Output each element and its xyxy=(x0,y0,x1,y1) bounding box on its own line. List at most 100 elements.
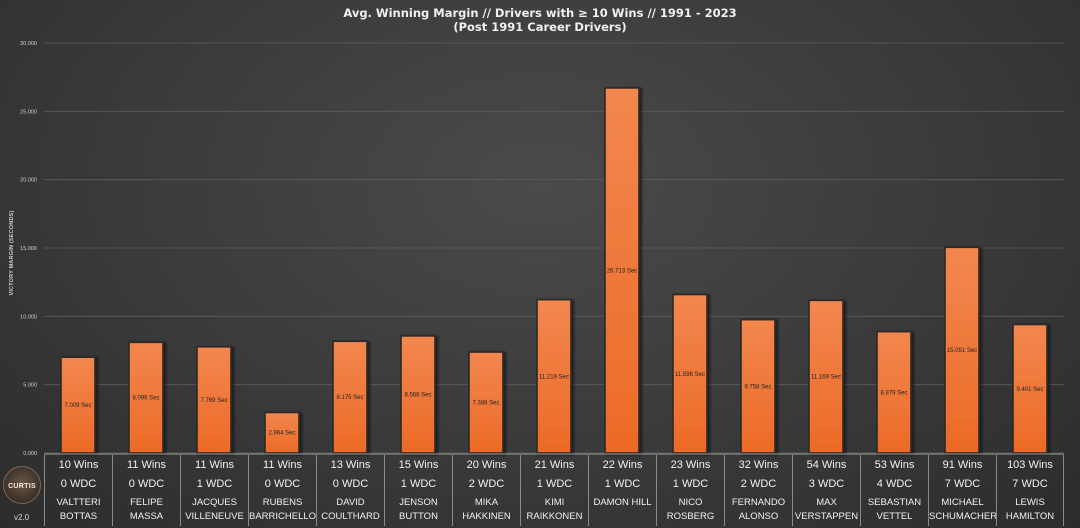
wins-count: 32 Wins xyxy=(738,459,779,471)
wins-count: 23 Wins xyxy=(670,459,711,471)
driver-name-line: Vettel xyxy=(876,511,913,522)
table-column: 11 Wins 1 WDC Jacques Villeneuve xyxy=(180,455,248,526)
bar xyxy=(60,356,96,454)
wdc-count: 0 WDC xyxy=(332,478,369,490)
wins-count: 15 Wins xyxy=(398,459,439,471)
wdc-count: 2 WDC xyxy=(740,478,777,490)
table-column: 32 Wins 2 WDC Fernando Alonso xyxy=(724,455,792,526)
wins-count: 54 Wins xyxy=(806,459,847,471)
y-tick-label: 25.000 xyxy=(20,109,37,115)
bar-data-label: 9.401 Sec xyxy=(1016,387,1043,393)
driver-name: Damon Hill xyxy=(589,496,656,510)
driver-name-line: Fernando xyxy=(731,497,786,508)
table-column: 103 Wins 7 WDC Lewis Hamilton xyxy=(996,455,1064,526)
bar-data-label: 11.219 Sec xyxy=(539,374,569,380)
driver-name: David Coulthard xyxy=(317,496,384,524)
wdc-count: 4 WDC xyxy=(876,478,913,490)
driver-stats-table: 10 Wins 0 WDC Valtteri Bottas 11 Wins 0 WDC F… xyxy=(44,455,1064,526)
driver-name: Michael Schumacher xyxy=(929,496,998,524)
bar xyxy=(264,411,300,454)
table-column: 91 Wins 7 WDC Michael Schumacher xyxy=(928,455,998,526)
table-column: 54 Wins 3 WDC Max Verstappen xyxy=(792,455,860,526)
table-column: 10 Wins 0 WDC Valtteri Bottas xyxy=(44,455,112,526)
bar-data-label: 15.051 Sec xyxy=(947,348,977,354)
chart-subtitle: (Post 1991 Career Drivers) xyxy=(453,20,627,34)
table-column: 15 Wins 1 WDC Jenson Button xyxy=(384,455,452,526)
driver-name: Valtteri Bottas xyxy=(45,496,112,524)
driver-name-line: Michael xyxy=(941,497,984,508)
driver-name-line: Nico Rosberg xyxy=(666,497,715,522)
driver-name-line: Verstappen xyxy=(794,511,859,522)
driver-name-line: Felipe Massa xyxy=(129,497,164,522)
bar xyxy=(876,330,912,454)
table-column: 13 Wins 0 WDC David Coulthard xyxy=(316,455,384,526)
wdc-count: 7 WDC xyxy=(944,478,981,490)
y-tick-label: 5.000 xyxy=(23,383,37,389)
chart-title: Avg. Winning Margin // Drivers with ≥ 10… xyxy=(0,6,1080,34)
driver-name: Fernando Alonso xyxy=(725,496,792,524)
driver-name-line: Jacques xyxy=(192,497,237,508)
table-column: 21 Wins 1 WDC Kimi Raikkonen xyxy=(520,455,588,526)
version-label: v2.0 xyxy=(14,513,30,522)
wins-count: 22 Wins xyxy=(602,459,643,471)
bar xyxy=(128,341,164,454)
table-column: 11 Wins 0 WDC Rubens Barrichello xyxy=(248,455,316,526)
driver-name: Max Verstappen xyxy=(793,496,860,524)
bar xyxy=(332,340,368,454)
chart-title-main: Avg. Winning Margin // Drivers with ≥ 10… xyxy=(343,6,737,20)
driver-name: Sebastian Vettel xyxy=(861,496,928,524)
curtis-logo: CURTIS xyxy=(3,466,41,504)
driver-name-line: Schumacher xyxy=(929,511,998,522)
bar-data-label: 7.769 Sec xyxy=(200,398,227,404)
bar xyxy=(1012,323,1048,454)
bar-data-label: 8.568 Sec xyxy=(404,392,431,398)
wins-count: 21 Wins xyxy=(534,459,575,471)
driver-name: Jacques Villeneuve xyxy=(181,496,248,524)
bar-data-label: 8.175 Sec xyxy=(336,395,363,401)
driver-name: Mika Hakkinen xyxy=(453,496,520,524)
bar-data-label: 2.964 Sec xyxy=(268,431,295,437)
bar xyxy=(196,346,232,454)
wdc-count: 0 WDC xyxy=(60,478,97,490)
driver-name: Jenson Button xyxy=(385,496,452,524)
bar xyxy=(536,298,572,454)
bar xyxy=(944,246,980,454)
bar xyxy=(468,351,504,454)
driver-name: Kimi Raikkonen xyxy=(521,496,588,524)
driver-name: Lewis Hamilton xyxy=(997,496,1063,524)
driver-name-line: Kimi Raikkonen xyxy=(526,497,583,522)
table-column: 22 Wins 1 WDC Damon Hill xyxy=(588,455,656,526)
wins-count: 11 Wins xyxy=(263,459,302,471)
wdc-count: 0 WDC xyxy=(264,478,301,490)
driver-name-line: Damon Hill xyxy=(593,497,652,508)
bar-data-label: 9.758 Sec xyxy=(744,384,771,390)
logo-text: CURTIS xyxy=(8,483,36,490)
bar-data-label: 8.879 Sec xyxy=(880,390,907,396)
bar-data-label: 7.388 Sec xyxy=(472,401,499,407)
wins-count: 10 Wins xyxy=(58,459,99,471)
driver-name: Felipe Massa xyxy=(113,496,180,524)
bar-data-label: 11.169 Sec xyxy=(811,375,841,381)
driver-name-line: Hamilton xyxy=(1005,511,1055,522)
bar-data-label: 8.096 Sec xyxy=(132,396,159,402)
wdc-count: 1 WDC xyxy=(604,478,641,490)
driver-name-line: Coulthard xyxy=(321,511,380,522)
wins-count: 13 Wins xyxy=(330,459,371,471)
wdc-count: 3 WDC xyxy=(808,478,845,490)
bar xyxy=(740,318,776,454)
wins-count: 11 Wins xyxy=(195,459,234,471)
wins-count: 20 Wins xyxy=(466,459,507,471)
bar xyxy=(400,335,436,454)
driver-name-line: Rubens xyxy=(262,497,303,508)
driver-name-line: Jenson Button xyxy=(399,497,438,522)
y-tick-label: 10.000 xyxy=(20,314,37,320)
wins-count: 11 Wins xyxy=(127,459,166,471)
driver-name-line: Alonso xyxy=(738,511,779,522)
wdc-count: 1 WDC xyxy=(196,478,233,490)
driver-name-line: Max xyxy=(816,497,837,508)
y-tick-label: 0.000 xyxy=(23,451,37,457)
bar xyxy=(808,299,844,454)
driver-name-line: David xyxy=(336,497,365,508)
y-tick-label: 30.000 xyxy=(20,41,37,47)
